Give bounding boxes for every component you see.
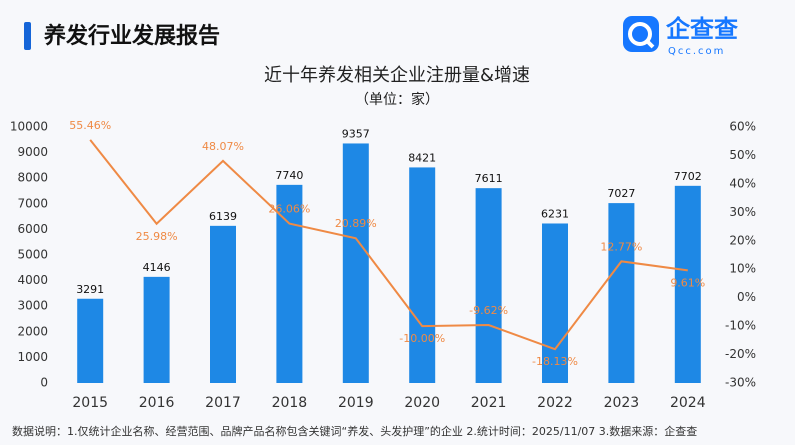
y2-tick-label: -10%	[725, 319, 756, 333]
y-tick-label: 10000	[10, 120, 48, 134]
y-tick-label: 3000	[17, 299, 48, 313]
y2-tick-label: 20%	[729, 233, 756, 247]
y2-tick-label: -20%	[725, 347, 756, 361]
bar	[210, 225, 236, 383]
x-tick-label: 2016	[139, 395, 175, 411]
line-value-label: 55.46%	[69, 119, 111, 132]
y2-tick-label: 40%	[729, 176, 756, 190]
line-value-label: 26.06%	[268, 203, 310, 216]
x-tick-label: 2019	[338, 395, 374, 411]
bar-value-label: 6139	[209, 210, 237, 223]
x-tick-label: 2017	[205, 395, 241, 411]
footnote: 数据说明：1.仅统计企业名称、经营范围、品牌产品名称包含关键词“养发、头发护理”…	[12, 424, 697, 438]
y2-tick-label: 50%	[729, 148, 756, 162]
chart-subtitle: （单位：家）	[355, 91, 439, 108]
y-tick-label: 1000	[17, 350, 48, 364]
bar-value-label: 7740	[275, 169, 303, 182]
line-value-label: -18.13%	[532, 355, 578, 368]
line-value-label: -10.00%	[399, 332, 445, 345]
x-tick-label: 2020	[404, 395, 440, 411]
bar	[276, 184, 303, 383]
y2-tick-label: 10%	[729, 262, 756, 276]
bar-value-label: 7027	[607, 187, 635, 200]
x-tick-label: 2023	[604, 395, 640, 411]
line-value-label: 25.98%	[136, 230, 178, 243]
line-value-label: 20.89%	[335, 217, 377, 230]
bar-value-label: 7702	[674, 170, 702, 183]
line-value-label: 12.77%	[600, 240, 642, 253]
logo-glyph	[644, 38, 655, 49]
bar	[342, 143, 369, 383]
bar	[143, 276, 170, 383]
y2-tick-label: 0%	[737, 290, 756, 304]
growth-line	[89, 139, 688, 351]
y-tick-label: 5000	[17, 248, 48, 262]
y2-tick-label: 60%	[729, 120, 756, 134]
x-tick-label: 2015	[72, 395, 108, 411]
chart-title: 近十年养发相关企业注册量&增速	[264, 65, 530, 86]
y2-tick-label: -30%	[725, 376, 756, 390]
y-tick-label: 4000	[17, 273, 48, 287]
bar	[77, 298, 104, 383]
x-tick-label: 2021	[471, 395, 507, 411]
bar-value-label: 4146	[143, 261, 171, 274]
y-tick-label: 9000	[17, 145, 48, 159]
y-tick-label: 7000	[17, 196, 48, 210]
bar-value-label: 6231	[541, 207, 569, 220]
logo-text: 企查查	[666, 15, 738, 43]
bar-value-label: 3291	[76, 283, 104, 296]
bar-value-label: 8421	[408, 151, 436, 164]
header-accent	[24, 22, 31, 50]
line-value-label: 48.07%	[202, 140, 244, 153]
bar	[608, 203, 635, 383]
y2-tick-label: 30%	[729, 205, 756, 219]
header-title: 养发行业发展报告	[43, 23, 220, 49]
bar-value-label: 9357	[342, 127, 370, 140]
bar	[475, 188, 502, 383]
logo-glyph	[628, 22, 652, 46]
y-tick-label: 0	[40, 376, 48, 390]
x-tick-label: 2024	[670, 395, 706, 411]
bar	[409, 167, 436, 383]
line-value-label: 9.61%	[670, 276, 705, 289]
logo-sub: Qcc.com	[668, 46, 725, 57]
x-tick-label: 2022	[537, 395, 573, 411]
y-tick-label: 8000	[17, 171, 48, 185]
line-value-label: -9.62%	[469, 304, 508, 317]
bar-value-label: 7611	[475, 172, 503, 185]
bar	[542, 223, 568, 383]
x-tick-label: 2018	[272, 395, 308, 411]
y-tick-label: 6000	[17, 222, 48, 236]
bar	[674, 185, 701, 383]
y-tick-label: 2000	[17, 324, 48, 338]
